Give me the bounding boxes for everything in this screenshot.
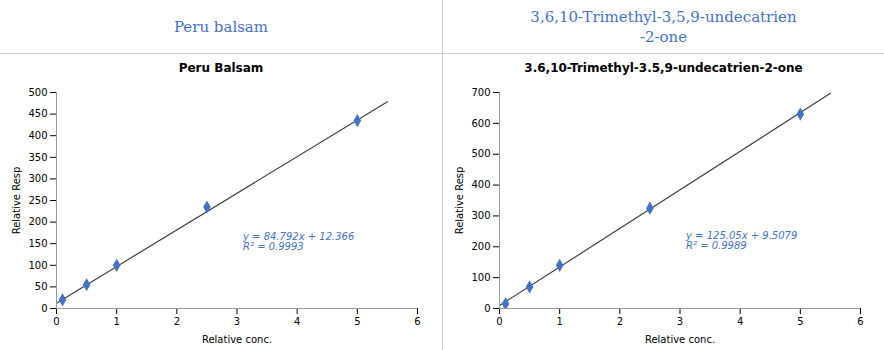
svg-text:500: 500 xyxy=(28,87,47,98)
svg-text:1: 1 xyxy=(556,316,562,327)
svg-text:50: 50 xyxy=(35,281,48,292)
svg-text:Relative conc.: Relative conc. xyxy=(202,334,272,345)
svg-text:6: 6 xyxy=(414,316,420,327)
svg-text:0: 0 xyxy=(496,316,502,327)
html-text:Peru balsam: Peru balsam xyxy=(173,17,268,36)
svg-text:1: 1 xyxy=(113,316,119,327)
svg-text:6: 6 xyxy=(857,316,863,327)
html-text:Peru Balsam: Peru Balsam xyxy=(178,61,264,75)
svg-text:y = 84.792x + 12.366R² = 0.999: y = 84.792x + 12.366R² = 0.9993 xyxy=(242,231,354,252)
svg-text:150: 150 xyxy=(28,238,47,249)
svg-text:300: 300 xyxy=(471,210,490,221)
svg-text:4: 4 xyxy=(294,316,300,327)
svg-text:200: 200 xyxy=(471,241,490,252)
svg-text:y = 125.05x + 9.5079R² = 0.998: y = 125.05x + 9.5079R² = 0.9989 xyxy=(685,230,797,251)
svg-text:100: 100 xyxy=(471,272,490,283)
svg-text:400: 400 xyxy=(471,179,490,190)
svg-text:400: 400 xyxy=(28,130,47,141)
svg-text:700: 700 xyxy=(471,87,490,98)
svg-text:5: 5 xyxy=(354,316,360,327)
svg-text:300: 300 xyxy=(28,173,47,184)
svg-text:100: 100 xyxy=(28,260,47,271)
svg-text:200: 200 xyxy=(28,216,47,227)
svg-text:0: 0 xyxy=(41,303,47,314)
svg-text:600: 600 xyxy=(471,118,490,129)
svg-text:450: 450 xyxy=(28,108,47,119)
html-text:3.6,10-Trimethyl-3.5,9-undecat: 3.6,10-Trimethyl-3.5,9-undecatrien-2-one xyxy=(524,61,803,75)
svg-text:250: 250 xyxy=(28,195,47,206)
svg-text:2: 2 xyxy=(617,316,623,327)
svg-text:500: 500 xyxy=(471,148,490,159)
svg-text:0: 0 xyxy=(53,316,59,327)
svg-text:3: 3 xyxy=(234,316,240,327)
svg-text:5: 5 xyxy=(797,316,803,327)
svg-text:Relative Resp: Relative Resp xyxy=(11,167,22,235)
svg-text:2: 2 xyxy=(174,316,180,327)
svg-text:Relative conc.: Relative conc. xyxy=(645,334,715,345)
html-text:-2-one: -2-one xyxy=(639,27,688,46)
svg-text:350: 350 xyxy=(28,152,47,163)
svg-text:4: 4 xyxy=(737,316,743,327)
svg-text:Relative Resp: Relative Resp xyxy=(454,167,465,235)
svg-text:3: 3 xyxy=(677,316,683,327)
svg-text:0: 0 xyxy=(484,303,490,314)
html-text:3,6,10-Trimethyl-3,5,9-undecat: 3,6,10-Trimethyl-3,5,9-undecatrien xyxy=(530,7,797,26)
